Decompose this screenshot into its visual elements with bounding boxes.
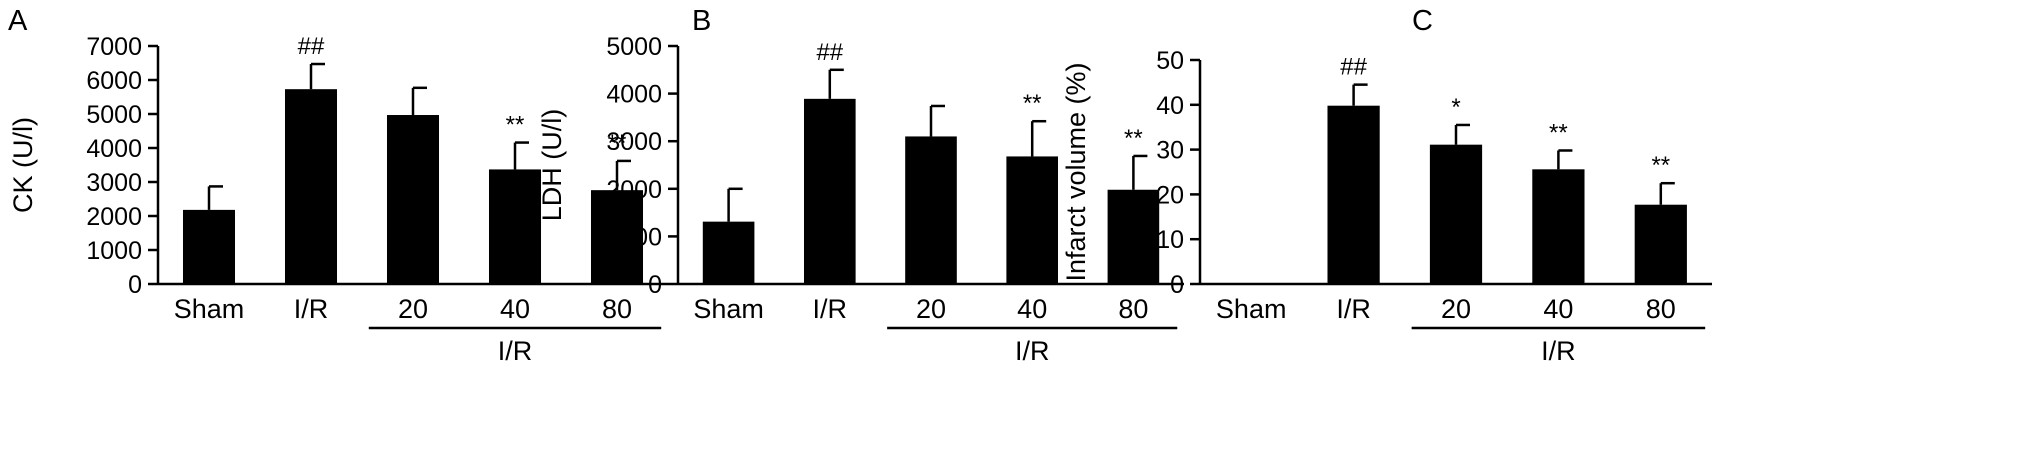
category-label: Sham xyxy=(1216,294,1287,324)
significance-marker: * xyxy=(1451,94,1460,121)
y-tick-label: 50 xyxy=(1156,47,1184,75)
category-label: I/R xyxy=(813,294,848,324)
bar xyxy=(1532,169,1585,284)
category-label: 20 xyxy=(1441,294,1471,324)
bar xyxy=(1006,156,1059,284)
y-tick-label: 40 xyxy=(1156,92,1184,120)
significance-marker: ## xyxy=(1340,54,1367,81)
bar xyxy=(1327,105,1380,284)
y-axis-label: LDH (U/l) xyxy=(537,109,567,222)
category-label: I/R xyxy=(1336,294,1371,324)
bar xyxy=(1107,189,1160,284)
bar xyxy=(803,98,856,284)
group-label: I/R xyxy=(498,336,533,366)
bar xyxy=(284,89,338,285)
y-tick-label: 3000 xyxy=(606,128,662,156)
y-tick-label: 5000 xyxy=(606,33,662,61)
y-tick-label: 3000 xyxy=(86,169,142,197)
category-label: 80 xyxy=(602,294,632,324)
category-label: I/R xyxy=(294,294,329,324)
category-label: Sham xyxy=(693,294,764,324)
y-tick-label: 2000 xyxy=(86,203,142,231)
category-label: Sham xyxy=(174,294,245,324)
group-label: I/R xyxy=(1015,336,1050,366)
group-label: I/R xyxy=(1541,336,1576,366)
y-tick-label: 1000 xyxy=(86,237,142,265)
y-tick-label: 2000 xyxy=(606,176,662,204)
bar xyxy=(182,209,236,284)
y-tick-label: 0 xyxy=(128,271,142,299)
bar xyxy=(905,136,957,284)
bar xyxy=(1634,204,1687,284)
significance-marker: ** xyxy=(1023,90,1042,117)
chart-panel-a: A 0 1000 2000 3000 4000 5000 6000 7000 CK (U/l) Sh… xyxy=(8,5,668,366)
y-axis-label: CK (U/l) xyxy=(8,117,38,213)
y-tick-label: 5000 xyxy=(86,101,142,129)
significance-marker: ## xyxy=(298,33,325,60)
y-tick-label: 0 xyxy=(648,271,662,299)
bar xyxy=(590,190,644,284)
bar xyxy=(386,115,440,285)
y-tick-label: 0 xyxy=(1170,271,1184,299)
category-label: 20 xyxy=(916,294,946,324)
significance-marker: ## xyxy=(816,39,843,66)
y-tick-label: 20 xyxy=(1156,181,1184,209)
significance-marker: ** xyxy=(608,130,627,157)
panel-letter: C xyxy=(1412,5,1433,37)
category-label: 80 xyxy=(1118,294,1148,324)
panel-letter: A xyxy=(8,5,28,37)
category-label: 40 xyxy=(1543,294,1573,324)
y-axis-label: Infarct volume (%) xyxy=(1061,62,1091,281)
significance-marker: ** xyxy=(1124,125,1143,152)
significance-marker: ** xyxy=(506,112,525,139)
chart-panel-b: B 0 1000 2000 3000 4000 5000 LDH (U/l) Sham ## I/R… xyxy=(537,5,1184,366)
significance-marker: ** xyxy=(1651,152,1670,179)
y-tick-label: 6000 xyxy=(86,67,142,95)
y-tick-label: 30 xyxy=(1156,137,1184,165)
y-tick-label: 4000 xyxy=(86,135,142,163)
y-tick-label: 10 xyxy=(1156,226,1184,254)
bar xyxy=(702,221,755,284)
significance-marker: ** xyxy=(1549,119,1568,146)
bar xyxy=(1429,144,1483,284)
y-tick-label: 1000 xyxy=(606,223,662,251)
y-tick-label: 4000 xyxy=(606,81,662,109)
chart-panel-c: C 0 10 20 30 40 50 Infarct volume (%) Sham ## I/R *… xyxy=(1061,5,1712,366)
category-label: 80 xyxy=(1646,294,1676,324)
y-tick-label: 7000 xyxy=(86,33,142,61)
panel-letter: B xyxy=(692,5,711,37)
category-label: 40 xyxy=(1017,294,1047,324)
bar xyxy=(488,169,542,284)
category-label: 20 xyxy=(398,294,428,324)
category-label: 40 xyxy=(500,294,530,324)
